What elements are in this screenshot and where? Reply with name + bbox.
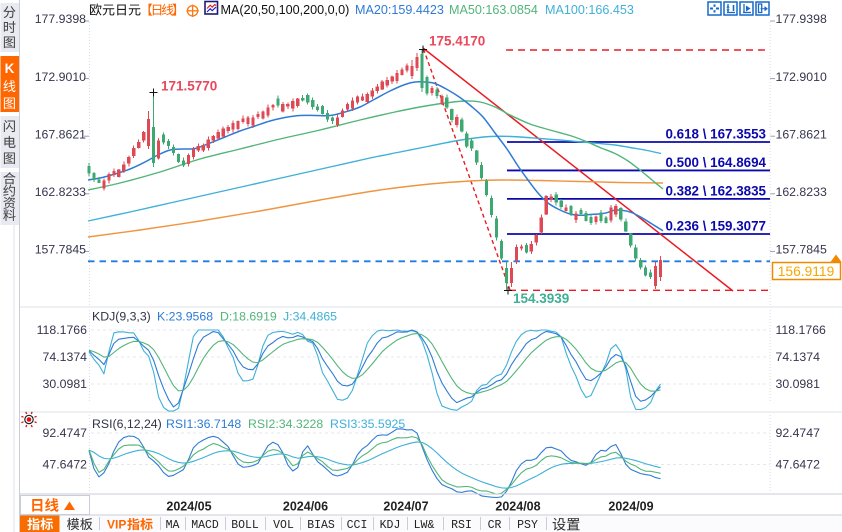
svg-text:92.4747: 92.4747 — [43, 426, 88, 440]
svg-text:BOLL: BOLL — [231, 519, 259, 532]
svg-text:2024/09: 2024/09 — [608, 499, 653, 513]
svg-text:0.236 \ 159.3077: 0.236 \ 159.3077 — [665, 219, 766, 234]
svg-text:VOL: VOL — [273, 519, 294, 532]
svg-text:0.500 \ 164.8694: 0.500 \ 164.8694 — [665, 155, 766, 170]
svg-text:0.618 \ 167.3553: 0.618 \ 167.3553 — [665, 127, 766, 142]
svg-text:KDJ(9,3,3): KDJ(9,3,3) — [92, 310, 151, 324]
svg-text:BIAS: BIAS — [307, 519, 335, 532]
svg-text:2024/07: 2024/07 — [383, 499, 428, 513]
svg-text:162.8233: 162.8233 — [776, 185, 827, 199]
svg-text:177.9398: 177.9398 — [35, 12, 86, 26]
svg-text:MA: MA — [166, 519, 180, 532]
svg-text:172.9010: 172.9010 — [35, 70, 86, 84]
svg-text:0.382 \ 162.3835: 0.382 \ 162.3835 — [665, 183, 766, 198]
svg-text:177.9398: 177.9398 — [776, 12, 827, 26]
svg-text:KDJ: KDJ — [380, 519, 401, 532]
svg-text:MA(20,50,100,200,0,0): MA(20,50,100,200,0,0) — [221, 3, 350, 17]
svg-text:162.8233: 162.8233 — [35, 185, 86, 199]
svg-text:47.6472: 47.6472 — [43, 458, 88, 472]
svg-text:2024/08: 2024/08 — [495, 499, 540, 513]
svg-text:171.5770: 171.5770 — [161, 79, 217, 94]
svg-text:154.3939: 154.3939 — [513, 291, 569, 306]
svg-text:PSY: PSY — [517, 519, 538, 532]
svg-text:118.1766: 118.1766 — [776, 323, 827, 337]
svg-text:K: K — [5, 61, 15, 76]
svg-text:MA20:159.4423: MA20:159.4423 — [355, 3, 444, 17]
svg-text:RSI2:34.3228: RSI2:34.3228 — [248, 417, 323, 431]
svg-text:167.8621: 167.8621 — [776, 127, 827, 141]
svg-text:156.9119: 156.9119 — [778, 264, 835, 279]
svg-text:30.0981: 30.0981 — [43, 377, 88, 391]
svg-text:LW&: LW& — [414, 519, 435, 532]
svg-text:175.4170: 175.4170 — [429, 34, 485, 49]
svg-text:92.4747: 92.4747 — [776, 426, 821, 440]
svg-text:VIP: VIP — [107, 518, 126, 532]
svg-text:157.7845: 157.7845 — [35, 243, 86, 257]
svg-text:172.9010: 172.9010 — [776, 70, 827, 84]
svg-text:RSI(6,12,24): RSI(6,12,24) — [92, 417, 162, 431]
svg-text:2024/06: 2024/06 — [283, 499, 328, 513]
svg-text:CCI: CCI — [347, 519, 368, 532]
svg-text:74.1374: 74.1374 — [43, 350, 88, 364]
svg-text:167.8621: 167.8621 — [35, 127, 86, 141]
svg-text:MA100:166.453: MA100:166.453 — [545, 3, 634, 17]
svg-text:30.0981: 30.0981 — [776, 377, 821, 391]
svg-text:2024/05: 2024/05 — [166, 499, 211, 513]
svg-text:J:34.4865: J:34.4865 — [283, 310, 337, 324]
svg-text:74.1374: 74.1374 — [776, 350, 821, 364]
svg-text:CR: CR — [488, 519, 502, 532]
svg-text:K:23.9568: K:23.9568 — [157, 310, 213, 324]
svg-text:157.7845: 157.7845 — [776, 243, 827, 257]
svg-text:RSI3:35.5925: RSI3:35.5925 — [330, 417, 405, 431]
svg-text:118.1766: 118.1766 — [37, 323, 88, 337]
svg-text:47.6472: 47.6472 — [776, 458, 821, 472]
svg-text:RSI: RSI — [451, 519, 472, 532]
svg-text:MA50:163.0854: MA50:163.0854 — [449, 3, 538, 17]
svg-text:RSI1:36.7148: RSI1:36.7148 — [166, 417, 241, 431]
svg-text:D:18.6919: D:18.6919 — [220, 310, 277, 324]
svg-text:MACD: MACD — [191, 519, 219, 532]
